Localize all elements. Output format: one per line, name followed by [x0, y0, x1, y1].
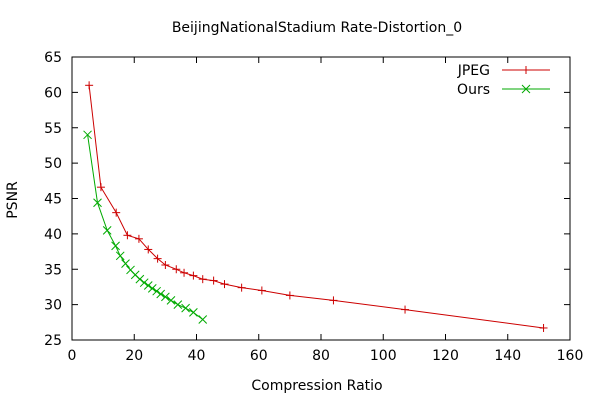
data-point-jpeg — [112, 208, 121, 217]
marker-stroke — [93, 198, 102, 208]
x-tick-label: 40 — [188, 348, 206, 364]
x-tick-label: 140 — [494, 348, 521, 364]
data-point-ours — [152, 286, 162, 296]
marker-stroke — [111, 241, 120, 251]
y-tick-label: 55 — [44, 121, 62, 137]
data-point-ours — [198, 315, 208, 324]
legend: JPEG Ours — [457, 63, 550, 98]
data-point-ours — [181, 303, 190, 313]
data-point-jpeg — [161, 261, 170, 270]
x-tick-label: 80 — [312, 348, 330, 364]
marker-stroke — [156, 289, 166, 299]
y-tick-label: 50 — [44, 156, 62, 172]
data-point-jpeg — [401, 305, 410, 314]
data-point-ours — [143, 281, 153, 290]
data-point-jpeg — [134, 234, 143, 243]
marker-stroke — [135, 274, 145, 284]
x-tick-label: 120 — [432, 348, 459, 364]
y-tick-label: 35 — [44, 262, 62, 278]
marker-stroke — [198, 315, 208, 324]
data-point-jpeg — [285, 291, 294, 300]
legend-label-jpeg: JPEG — [457, 63, 490, 79]
marker-stroke — [139, 278, 149, 288]
marker-stroke — [121, 259, 130, 268]
data-point-jpeg — [123, 231, 132, 240]
data-point-ours — [173, 300, 183, 309]
marker-stroke — [115, 251, 125, 261]
y-tick-label: 45 — [44, 192, 62, 208]
marker-stroke — [147, 283, 157, 293]
data-point-jpeg — [85, 81, 94, 90]
data-point-jpeg — [209, 276, 218, 285]
x-tick-label: 60 — [250, 348, 268, 364]
data-point-ours — [93, 198, 102, 208]
y-tick-label: 30 — [44, 298, 62, 314]
data-point-jpeg — [172, 265, 181, 274]
data-point-jpeg — [329, 296, 338, 305]
data-point-ours — [102, 225, 112, 235]
marker-stroke — [102, 225, 112, 235]
series-line-jpeg — [88, 85, 544, 329]
plot-area: 0 20 40 60 80 100 120 140 160 25 30 35 40 45 50 55 60 65 — [44, 50, 583, 364]
marker-stroke — [521, 84, 531, 94]
x-tick-label: 0 — [68, 348, 77, 364]
marker-stroke — [166, 296, 176, 305]
plot-frame — [71, 56, 571, 341]
data-point-ours — [121, 259, 130, 268]
marker-stroke — [189, 308, 198, 317]
marker-stroke — [143, 281, 153, 290]
data-point-ours — [147, 283, 157, 293]
marker-stroke — [130, 270, 140, 280]
data-point-jpeg — [220, 280, 229, 289]
marker-stroke — [126, 265, 135, 275]
y-tick-label: 25 — [44, 333, 62, 349]
data-point-jpeg — [237, 283, 246, 292]
x-tick-label: 100 — [370, 348, 397, 364]
data-point-jpeg — [198, 275, 207, 284]
data-point-ours — [139, 278, 149, 288]
data-point-ours — [161, 292, 170, 302]
data-point-jpeg — [144, 245, 153, 254]
data-point-jpeg — [189, 271, 198, 280]
y-tick-label: 40 — [44, 227, 62, 243]
data-point-jpeg — [153, 254, 162, 263]
marker-stroke — [181, 303, 190, 313]
data-point-ours — [135, 274, 145, 284]
data-point-ours — [83, 130, 92, 140]
x-tick-label: 20 — [125, 348, 143, 364]
legend-marker-ours — [521, 84, 531, 94]
y-tick-label: 60 — [44, 85, 62, 101]
data-point-ours — [166, 296, 176, 305]
y-axis-label: PSNR — [5, 181, 21, 219]
x-axis-label: Compression Ratio — [251, 378, 382, 394]
data-point-jpeg — [180, 268, 189, 277]
y-tick-label: 65 — [44, 50, 62, 66]
data-point-ours — [156, 289, 166, 299]
legend-label-ours: Ours — [457, 82, 490, 98]
data-point-ours — [115, 251, 125, 261]
series-line-ours — [87, 134, 204, 320]
marker-stroke — [83, 130, 92, 140]
data-point-jpeg — [96, 183, 105, 192]
data-point-ours — [111, 241, 120, 251]
data-point-jpeg — [539, 323, 548, 332]
marker-stroke — [152, 286, 162, 296]
marker-stroke — [173, 300, 183, 309]
legend-marker-jpeg — [522, 66, 530, 74]
marker-stroke — [161, 292, 170, 302]
chart-title: BeijingNationalStadium Rate-Distortion_0 — [172, 20, 462, 36]
data-point-ours — [189, 308, 198, 317]
x-tick-label: 160 — [557, 348, 584, 364]
data-point-jpeg — [257, 286, 266, 295]
